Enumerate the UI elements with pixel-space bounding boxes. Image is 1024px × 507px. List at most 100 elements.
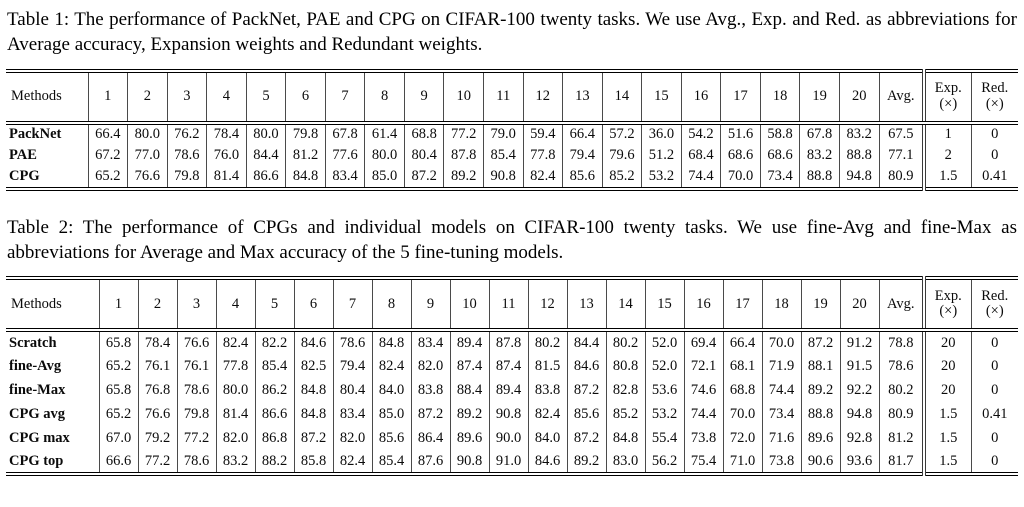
task-accuracy: 77.0 xyxy=(127,144,168,167)
task-accuracy: 65.2 xyxy=(87,166,128,189)
task-accuracy: 76.0 xyxy=(206,144,247,167)
redundant-weights: 0 xyxy=(970,354,1018,379)
col-header-task-4: 4 xyxy=(206,70,247,125)
col-header-methods: Methods xyxy=(6,278,99,333)
col-header-task-8: 8 xyxy=(371,278,411,333)
task-accuracy: 89.2 xyxy=(443,166,484,189)
task-accuracy: 84.8 xyxy=(605,426,645,451)
task-accuracy: 85.6 xyxy=(566,402,606,427)
task-accuracy: 87.2 xyxy=(410,402,450,427)
col-header-task-6: 6 xyxy=(293,278,333,333)
col-header-task-19: 19 xyxy=(800,278,840,333)
task-accuracy: 92.8 xyxy=(839,426,879,451)
col-header-exp-label: Exp. xyxy=(934,80,962,97)
task-accuracy: 85.6 xyxy=(371,426,411,451)
task-accuracy: 67.8 xyxy=(799,122,840,145)
task-accuracy: 86.2 xyxy=(254,378,294,403)
task-accuracy: 36.0 xyxy=(641,122,682,145)
task-accuracy: 51.6 xyxy=(720,122,761,145)
table-row: Scratch 65.8 78.4 76.6 82.4 82.2 84.6 78.6 84.8 8… xyxy=(6,330,1018,355)
redundant-weights: 0 xyxy=(970,122,1018,145)
task-accuracy: 72.1 xyxy=(683,354,723,379)
task-accuracy: 53.2 xyxy=(641,166,682,189)
task-accuracy: 84.0 xyxy=(371,378,411,403)
task-accuracy: 87.8 xyxy=(488,330,528,355)
task-accuracy: 52.0 xyxy=(644,354,684,379)
task-accuracy: 76.1 xyxy=(176,354,216,379)
task-accuracy: 79.4 xyxy=(332,354,372,379)
col-header-task-1: 1 xyxy=(87,70,128,125)
col-header-task-17: 17 xyxy=(720,70,761,125)
col-header-exp: Exp. (×) xyxy=(922,70,971,125)
task-accuracy: 86.4 xyxy=(410,426,450,451)
table-1-caption: Table 1: The performance of PackNet, PAE… xyxy=(7,9,1017,56)
task-accuracy: 87.2 xyxy=(566,378,606,403)
task-accuracy: 77.8 xyxy=(215,354,255,379)
col-header-red-label: Red. xyxy=(981,287,1009,304)
task-accuracy: 70.0 xyxy=(761,330,801,355)
task-accuracy: 66.4 xyxy=(722,330,762,355)
task-accuracy: 87.2 xyxy=(403,166,444,189)
task-accuracy: 80.0 xyxy=(215,378,255,403)
task-accuracy: 82.8 xyxy=(605,378,645,403)
task-accuracy: 90.0 xyxy=(488,426,528,451)
task-accuracy: 51.2 xyxy=(641,144,682,167)
method-name: CPG max xyxy=(9,429,70,446)
task-accuracy: 90.6 xyxy=(800,450,840,475)
task-accuracy: 78.6 xyxy=(166,144,207,167)
col-header-task-11: 11 xyxy=(482,70,524,125)
task-accuracy: 66.4 xyxy=(562,122,603,145)
avg-accuracy: 80.2 xyxy=(878,378,924,403)
task-accuracy: 88.8 xyxy=(800,402,840,427)
method-name: CPG top xyxy=(9,452,64,469)
task-accuracy: 74.4 xyxy=(683,402,723,427)
task-accuracy: 83.4 xyxy=(332,402,372,427)
col-header-methods: Methods xyxy=(6,70,88,125)
task-accuracy: 53.6 xyxy=(644,378,684,403)
table-row: fine-Max 65.8 76.8 78.6 80.0 86.2 84.8 80.4 84.0… xyxy=(6,378,1018,403)
redundant-weights: 0.41 xyxy=(970,402,1018,427)
task-accuracy: 77.2 xyxy=(137,450,177,475)
task-accuracy: 61.4 xyxy=(364,122,405,145)
task-accuracy: 79.8 xyxy=(176,402,216,427)
avg-accuracy: 81.2 xyxy=(878,426,924,451)
col-header-task-3: 3 xyxy=(176,278,216,333)
task-accuracy: 89.6 xyxy=(800,426,840,451)
task-accuracy: 82.2 xyxy=(254,330,294,355)
task-accuracy: 89.4 xyxy=(449,330,489,355)
expansion-weights: 20 xyxy=(922,330,971,355)
redundant-weights: 0 xyxy=(970,450,1018,475)
col-header-task-18: 18 xyxy=(761,278,801,333)
task-accuracy: 83.8 xyxy=(410,378,450,403)
task-accuracy: 88.8 xyxy=(799,166,840,189)
task-accuracy: 70.0 xyxy=(722,402,762,427)
task-accuracy: 80.2 xyxy=(527,330,567,355)
task-accuracy: 85.2 xyxy=(605,402,645,427)
expansion-weights: 1 xyxy=(922,122,971,145)
expansion-weights: 20 xyxy=(922,354,971,379)
task-accuracy: 85.0 xyxy=(371,402,411,427)
task-accuracy: 54.2 xyxy=(680,122,721,145)
col-header-red-unit: (×) xyxy=(985,95,1004,112)
col-header-task-12: 12 xyxy=(522,70,563,125)
header-row: Methods 1 2 3 4 5 6 7 8 9 10 11 12 13 14 15 16 17 18 19 20 Av… xyxy=(6,278,1018,333)
method-name: PackNet xyxy=(9,126,62,143)
task-accuracy: 81.5 xyxy=(527,354,567,379)
task-accuracy: 79.0 xyxy=(482,122,524,145)
task-accuracy: 67.0 xyxy=(98,426,138,451)
task-accuracy: 68.8 xyxy=(722,378,762,403)
task-accuracy: 84.4 xyxy=(566,330,606,355)
task-accuracy: 80.8 xyxy=(605,354,645,379)
task-accuracy: 83.4 xyxy=(410,330,450,355)
task-accuracy: 91.2 xyxy=(839,330,879,355)
task-accuracy: 82.5 xyxy=(293,354,333,379)
col-header-exp-label: Exp. xyxy=(934,287,962,304)
header-row: Methods 1 2 3 4 5 6 7 8 9 10 11 12 13 14 15 16 17 18 19 20 Av… xyxy=(6,70,1018,125)
table-row: fine-Avg 65.2 76.1 76.1 77.8 85.4 82.5 79.4 82.4… xyxy=(6,354,1018,379)
method-name: CPG avg xyxy=(9,405,65,422)
col-header-task-15: 15 xyxy=(644,278,684,333)
task-accuracy: 92.2 xyxy=(839,378,879,403)
task-accuracy: 94.8 xyxy=(838,166,879,189)
task-accuracy: 90.8 xyxy=(482,166,524,189)
task-accuracy: 65.8 xyxy=(98,378,138,403)
